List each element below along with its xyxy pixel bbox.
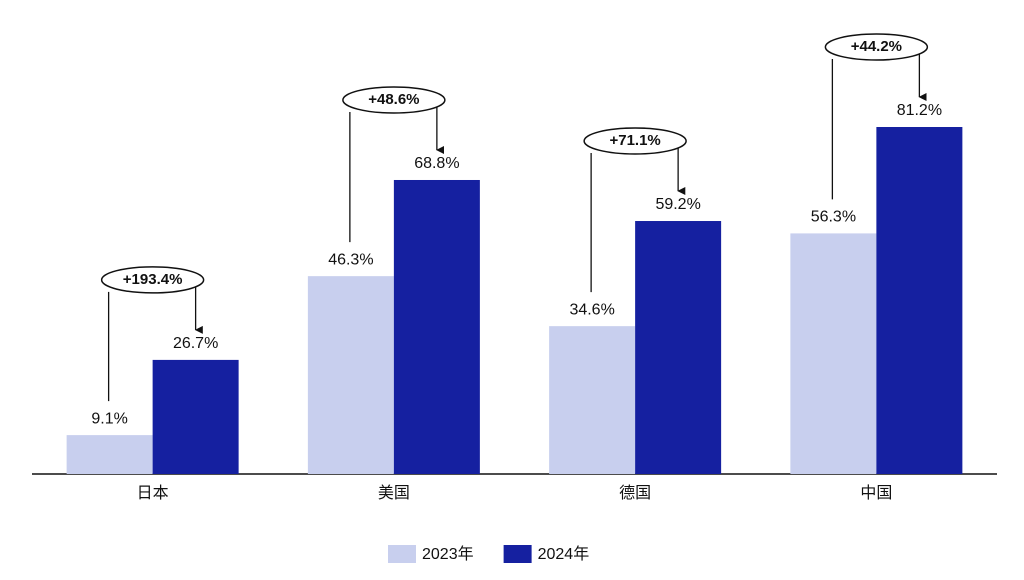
x-tick-label: 美国 [378,484,410,502]
bar [549,326,636,474]
bar [790,233,877,474]
legend-swatch [388,545,416,563]
annotation: +71.1% [609,132,660,149]
bar [66,435,153,474]
value-label: 56.3% [811,209,856,226]
value-label: 46.3% [328,251,373,268]
value-label: 68.8% [414,155,459,172]
bar [152,359,239,474]
bar [635,221,722,474]
value-label: 34.6% [569,301,614,318]
annotation: +193.4% [123,271,183,288]
value-label: 81.2% [897,102,942,119]
annotation-bubble [342,86,446,114]
legend-label: 2024年 [538,545,590,563]
bar [307,276,394,474]
legend-label: 2023年 [422,545,474,563]
annotation-bubble [824,33,929,61]
value-label: 59.2% [655,196,700,213]
value-label: 26.7% [173,335,218,352]
x-tick-label: 中国 [860,484,892,502]
bar [876,127,963,474]
x-tick-label: 日本 [137,484,169,502]
annotation: +48.6% [368,91,419,108]
x-tick-label: 德国 [619,484,651,502]
annotation-bubble [100,266,205,294]
annotation: +44.2% [851,38,902,55]
bar [393,179,480,474]
annotation-bubble [583,127,687,155]
legend-swatch [503,545,532,563]
value-label: 9.1% [91,410,127,427]
